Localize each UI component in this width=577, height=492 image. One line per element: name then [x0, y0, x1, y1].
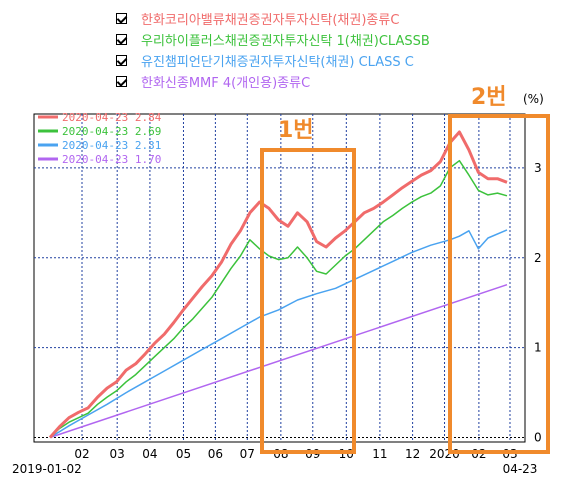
x-tick-label: 05 — [176, 447, 191, 461]
fund-checkbox[interactable] — [116, 34, 127, 45]
x-tick-label: 12 — [405, 447, 420, 461]
series-line — [49, 283, 508, 439]
x-tick-label: 07 — [240, 447, 255, 461]
series-legend-label: 2020-04-23 2.84 — [62, 111, 162, 124]
annotation-label: 1번 — [278, 118, 314, 143]
fund-row[interactable]: 우리하이플러스채권증권자투자신탁 1(채권)CLASSB — [116, 29, 430, 50]
fund-label: 유진챔피언단기채증권자투자신탁(채권) CLASS C — [141, 55, 414, 70]
x-tick-label: 02 — [74, 447, 89, 461]
fund-checkbox[interactable] — [116, 76, 127, 87]
series-legend-label: 2020-04-23 1.70 — [62, 153, 161, 166]
series-line — [48, 130, 508, 439]
series-line — [49, 229, 508, 439]
x-tick-label: 03 — [110, 447, 125, 461]
fund-label: 우리하이플러스채권증권자투자신탁 1(채권)CLASSB — [141, 34, 430, 49]
fund-label: 한화코리아밸류채권증권자투자신탁(채권)종류C — [141, 13, 400, 28]
fund-row[interactable]: 유진챔피언단기채증권자투자신탁(채권) CLASS C — [116, 50, 430, 71]
fund-label: 한화신종MMF 4(개인용)종류C — [141, 76, 311, 91]
series-legend-label: 2020-04-23 2.69 — [62, 125, 161, 138]
annotation-box — [448, 114, 550, 454]
series-legend-label: 2020-04-23 2.31 — [62, 139, 161, 152]
y-axis-unit: (%) — [523, 92, 544, 106]
x-tick-label: 04 — [142, 447, 157, 461]
fund-checkbox[interactable] — [116, 13, 127, 24]
x-tick-label: 06 — [208, 447, 223, 461]
x-end-label: 04-23 — [503, 462, 538, 476]
x-tick-label: 11 — [372, 447, 387, 461]
y-tick-label: 2 — [534, 251, 542, 265]
plot-frame — [33, 113, 526, 443]
y-tick-label: 1 — [534, 341, 542, 355]
fund-row[interactable]: 한화코리아밸류채권증권자투자신탁(채권)종류C — [116, 8, 430, 29]
y-tick-label: 0 — [534, 431, 542, 445]
x-start-label: 2019-01-02 — [12, 462, 82, 476]
y-tick-label: 3 — [534, 161, 542, 175]
fund-selector: 한화코리아밸류채권증권자투자신탁(채권)종류C 우리하이플러스채권증권자투자신탁… — [116, 8, 430, 92]
fund-row[interactable]: 한화신종MMF 4(개인용)종류C — [116, 71, 430, 92]
fund-checkbox[interactable] — [116, 55, 127, 66]
annotation-label: 2번 — [471, 85, 507, 110]
series-line — [49, 159, 508, 439]
annotation-box — [260, 148, 356, 454]
